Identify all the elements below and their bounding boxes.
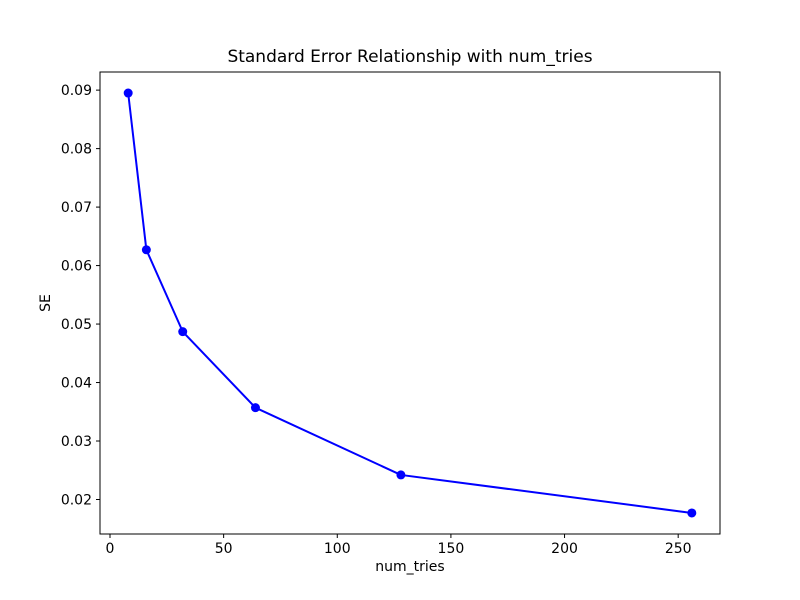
y-tick-label: 0.06 [61, 259, 92, 275]
y-tick-label: 0.03 [61, 434, 92, 450]
x-tick-label: 50 [215, 541, 233, 557]
y-tick-label: 0.08 [61, 142, 92, 158]
data-point-marker [141, 245, 151, 255]
data-point-marker [396, 470, 406, 480]
x-tick-label: 200 [551, 541, 578, 557]
y-tick-label: 0.04 [61, 376, 92, 392]
x-tick-label: 0 [106, 541, 115, 557]
y-axis-label: SE [38, 294, 54, 312]
data-point-marker [687, 508, 697, 518]
axes-frame [99, 71, 721, 535]
y-tick-label: 0.09 [61, 83, 92, 99]
y-tick-label: 0.07 [61, 200, 92, 216]
x-tick-label: 150 [438, 541, 465, 557]
y-tick-label: 0.05 [61, 317, 92, 333]
x-tick-label: 100 [324, 541, 351, 557]
data-point-marker [178, 327, 188, 337]
data-point-marker [250, 403, 260, 413]
y-tick-label: 0.02 [61, 492, 92, 508]
data-point-marker [123, 88, 133, 98]
se-line [127, 92, 693, 514]
x-tick-label: 250 [665, 541, 692, 557]
x-axis-label: num_tries [375, 559, 445, 575]
chart-title: Standard Error Relationship with num_tri… [227, 47, 593, 67]
